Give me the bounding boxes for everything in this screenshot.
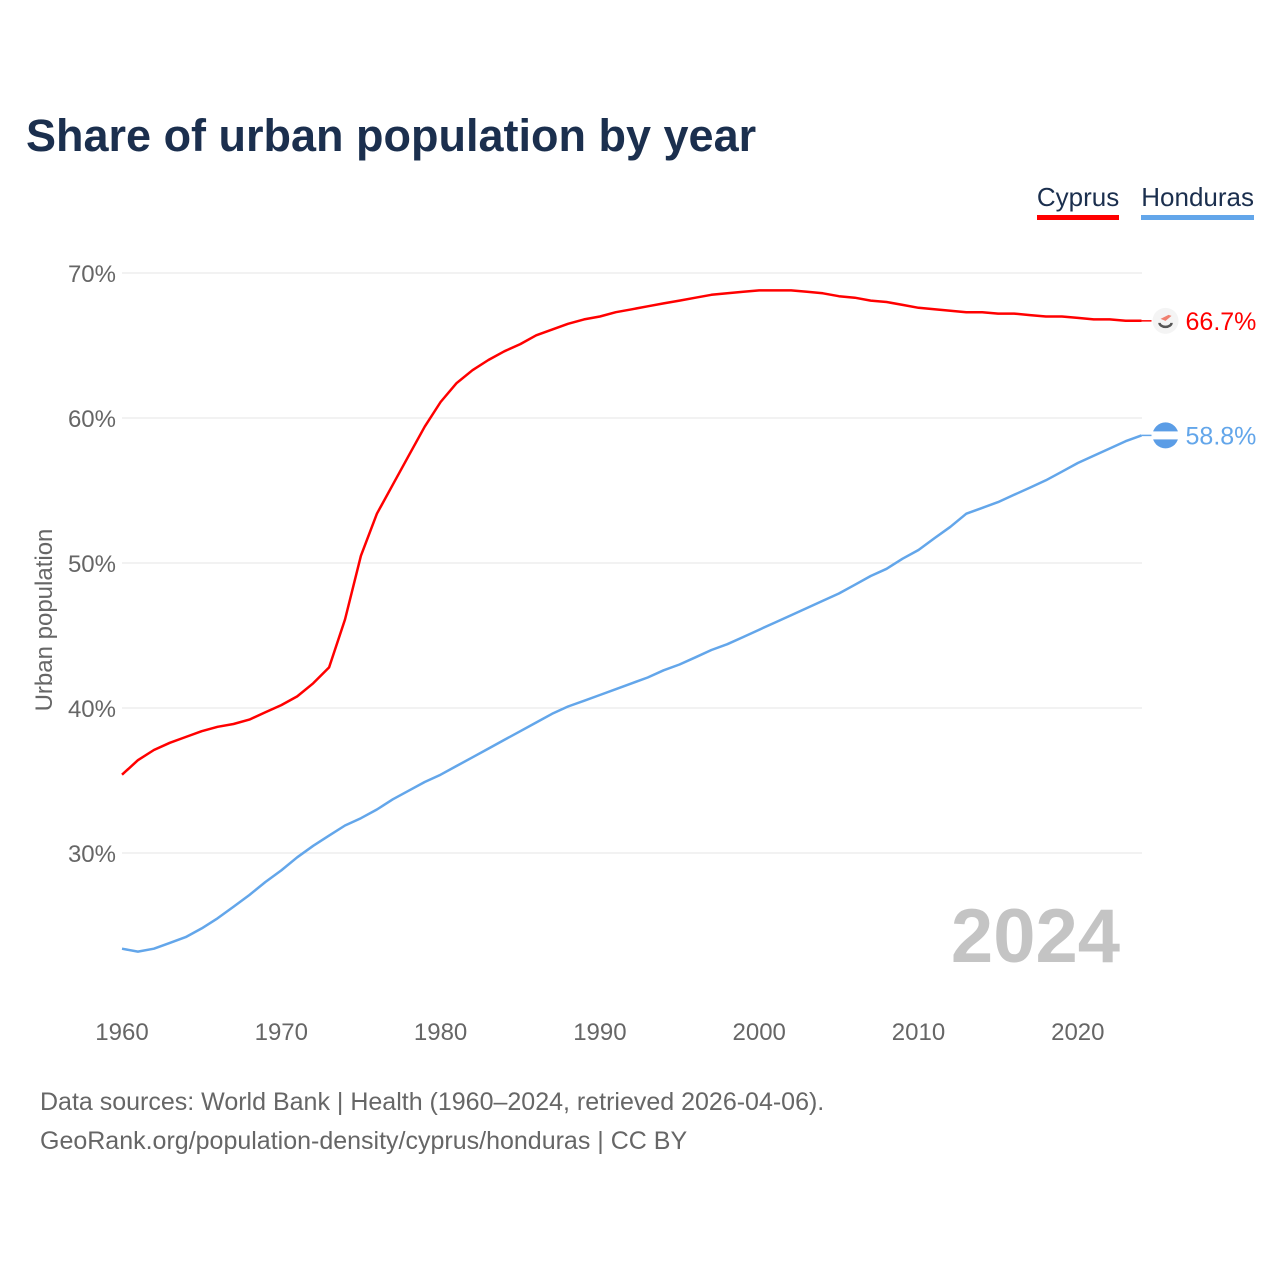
y-axis-label: Urban population (31, 529, 58, 712)
series-line-cyprus (121, 289, 1142, 776)
y-tick-label: 60% (68, 406, 116, 433)
end-value-label: 66.7% (1186, 308, 1257, 336)
legend-cyprus[interactable]: Cyprus (1036, 182, 1120, 220)
footer-sources: Data sources: World Bank | Health (1960–… (40, 1088, 825, 1116)
y-tick-label: 40% (68, 696, 116, 723)
flag-wreath (1158, 322, 1173, 329)
legend: Cyprus Honduras (1036, 182, 1254, 220)
end-value-label: 58.8% (1186, 422, 1257, 450)
x-tick-label: 1970 (255, 1019, 308, 1046)
legend-honduras[interactable]: Honduras (1141, 182, 1254, 220)
x-tick-label: 1960 (95, 1019, 148, 1046)
x-tick-label: 2020 (1051, 1019, 1104, 1046)
chart-title: Share of urban population by year (26, 110, 757, 161)
flag-island (1160, 314, 1172, 321)
x-tick-label: 2000 (733, 1019, 786, 1046)
y-tick-label: 70% (68, 261, 116, 288)
flag-stripe (1152, 431, 1179, 440)
x-tick-label: 2010 (892, 1019, 945, 1046)
y-tick-label: 30% (68, 841, 116, 868)
x-tick-label: 1990 (573, 1019, 626, 1046)
series-line-honduras (121, 434, 1142, 953)
footer-link[interactable]: GeoRank.org/population-density/cyprus/ho… (40, 1127, 688, 1155)
y-tick-label: 50% (68, 551, 116, 578)
year-watermark: 2024 (951, 894, 1120, 979)
x-tick-label: 1980 (414, 1019, 467, 1046)
